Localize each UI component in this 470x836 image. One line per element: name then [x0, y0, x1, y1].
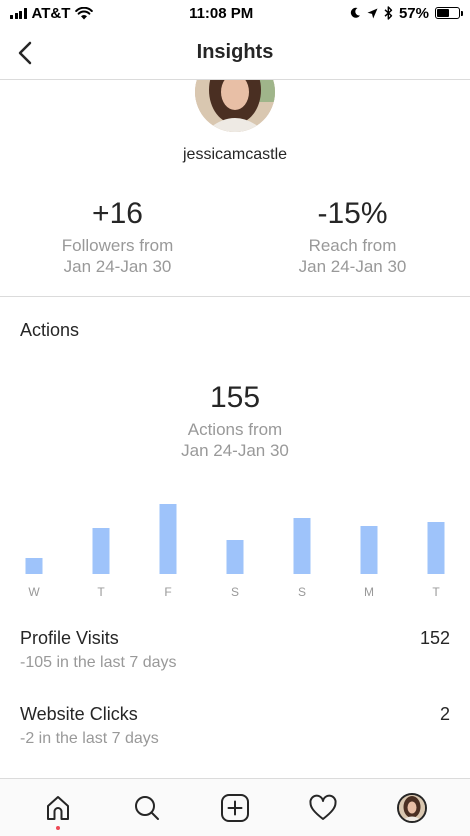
website-clicks-subtitle: -2 in the last 7 days: [20, 730, 159, 747]
chart-day-label-2: F: [164, 585, 171, 599]
chart-bar-0: [25, 558, 43, 574]
profile-tab-photo: [398, 794, 425, 821]
reach-label: Reach from: [308, 236, 397, 255]
battery-icon: [434, 7, 463, 19]
carrier-label: AT&T: [31, 4, 71, 22]
website-clicks-row[interactable]: Website Clicks -2 in the last 7 days 2: [0, 704, 470, 760]
reach-stat: -15% Reach from Jan 24-Jan 30: [235, 196, 470, 277]
actions-date-range: Jan 24-Jan 30: [181, 441, 289, 460]
tab-activity[interactable]: [301, 786, 345, 830]
profile-tab-avatar: [396, 792, 427, 823]
chart-day-label-5: M: [364, 585, 374, 599]
website-clicks-title: Website Clicks: [20, 704, 138, 724]
chart-day-label-4: S: [298, 585, 306, 599]
status-right: 57%: [349, 4, 463, 22]
moon-icon: [350, 7, 360, 18]
location-arrow-icon: [367, 8, 378, 18]
navigation-bar: Insights: [0, 26, 470, 80]
chart-bar-6: [427, 522, 445, 574]
actions-label: Actions from: [187, 420, 283, 439]
chart-day-label-0: W: [28, 585, 40, 599]
bluetooth-icon: [384, 6, 393, 20]
notification-dot: [56, 825, 61, 830]
back-button[interactable]: [10, 36, 40, 70]
status-bar: AT&T 11:08 PM 57%: [0, 0, 470, 26]
website-clicks-value: 2: [439, 704, 450, 724]
followers-label: Followers from: [61, 236, 174, 255]
section-divider: [0, 296, 470, 297]
status-left: AT&T: [10, 4, 94, 22]
page-title: Insights: [196, 41, 274, 63]
profile-username: jessicamcastle: [182, 146, 288, 163]
profile-visits-subtitle: -105 in the last 7 days: [20, 654, 177, 671]
followers-stat: +16 Followers from Jan 24-Jan 30: [0, 196, 235, 277]
battery-fill: [436, 9, 449, 17]
chevron-left-icon: [18, 41, 32, 65]
chart-bar-4: [293, 518, 311, 574]
profile-visits-value: 152: [419, 628, 450, 648]
reach-change-value: -15%: [317, 197, 388, 230]
reach-date-range: Jan 24-Jan 30: [298, 257, 407, 276]
signal-strength-icon: [10, 7, 27, 19]
actions-total: 155 Actions from Jan 24-Jan 30: [0, 380, 470, 461]
followers-date-range: Jan 24-Jan 30: [63, 257, 172, 276]
add-post-icon: [220, 793, 249, 822]
home-icon: [47, 795, 70, 820]
tab-new-post[interactable]: [213, 786, 257, 830]
profile-visits-row[interactable]: Profile Visits -105 in the last 7 days 1…: [0, 628, 470, 684]
bottom-tab-bar: [0, 778, 470, 836]
actions-total-value: 155: [209, 381, 261, 414]
tab-search[interactable]: [125, 786, 169, 830]
followers-change-value: +16: [92, 197, 143, 230]
clock: 11:08 PM: [189, 4, 254, 22]
actions-section-title: Actions: [20, 320, 80, 340]
tab-profile[interactable]: [390, 786, 434, 830]
battery-percent: 57%: [398, 4, 429, 22]
chart-day-label-1: T: [97, 585, 105, 599]
chart-day-label-6: T: [432, 585, 440, 599]
chart-bar-5: [360, 526, 378, 574]
profile-visits-title: Profile Visits: [20, 628, 119, 648]
search-icon: [134, 795, 159, 820]
heart-icon: [309, 794, 337, 820]
chart-bar-3: [226, 540, 244, 574]
chart-day-label-3: S: [231, 585, 239, 599]
tab-home[interactable]: [36, 786, 80, 830]
chart-bar-1: [92, 528, 110, 574]
wifi-icon: [75, 6, 94, 19]
chart-bar-2: [159, 504, 177, 574]
